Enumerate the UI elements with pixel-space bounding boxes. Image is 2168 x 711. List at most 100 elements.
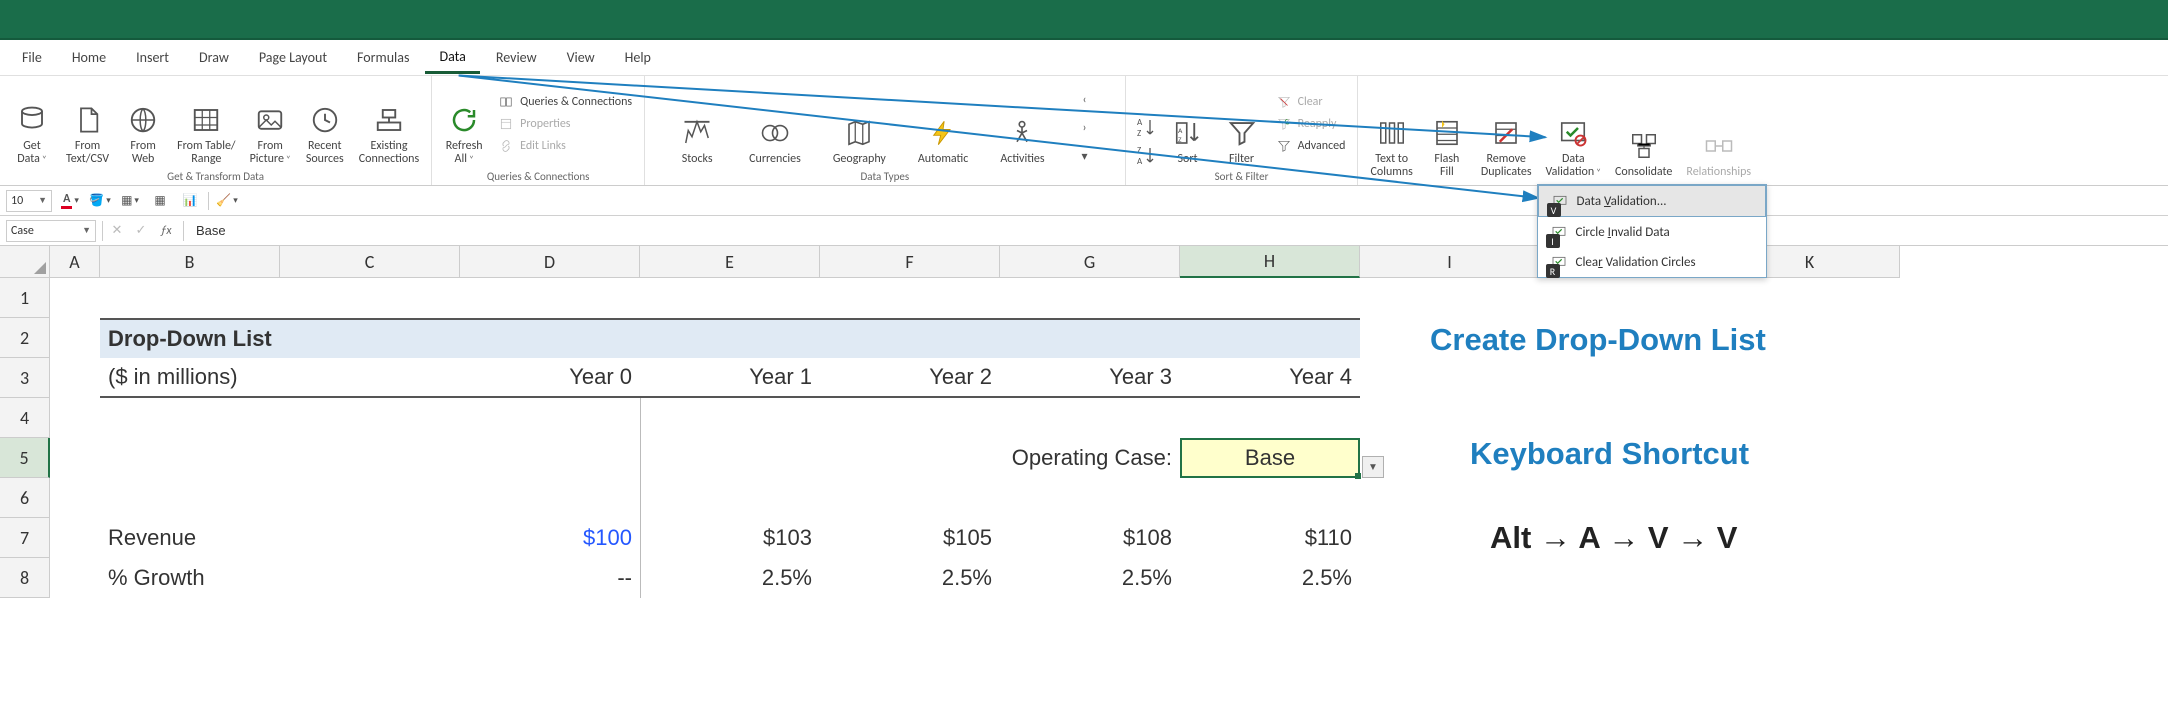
dvmenu-data-validation[interactable]: Data Validation...V bbox=[1538, 185, 1766, 217]
column-header-H[interactable]: H bbox=[1180, 246, 1360, 278]
row-header-5[interactable]: 5 bbox=[0, 438, 50, 478]
revenue-4[interactable]: $110 bbox=[1180, 518, 1360, 558]
tab-file[interactable]: File bbox=[8, 43, 56, 72]
growth-label[interactable]: % Growth bbox=[100, 558, 460, 598]
row-header-3[interactable]: 3 bbox=[0, 358, 50, 398]
chart-button[interactable]: 📊 bbox=[178, 190, 202, 212]
existing-connections-button[interactable]: ExistingConnections bbox=[355, 101, 423, 168]
datatypes-next[interactable]: › bbox=[1073, 116, 1097, 140]
tab-data[interactable]: Data bbox=[425, 42, 479, 74]
spreadsheet-grid[interactable]: ABCDEFGHIJK 12345678 Drop-Down List($ in… bbox=[0, 246, 2168, 711]
operating-case-label[interactable]: Operating Case: bbox=[820, 438, 1180, 478]
from-table-range-icon bbox=[189, 103, 223, 137]
tab-home[interactable]: Home bbox=[58, 43, 120, 72]
revenue-1[interactable]: $103 bbox=[640, 518, 820, 558]
growth-2[interactable]: 2.5% bbox=[820, 558, 1000, 598]
revenue-0[interactable]: $100 bbox=[460, 518, 640, 558]
year-header-4[interactable]: Year 4 bbox=[1180, 358, 1360, 398]
queries-connections-button[interactable]: Queries & Connections bbox=[494, 92, 636, 112]
from-web-button[interactable]: FromWeb bbox=[119, 101, 167, 168]
year-header-3[interactable]: Year 3 bbox=[1000, 358, 1180, 398]
advanced-button[interactable]: Advanced bbox=[1272, 136, 1350, 156]
font-size-combo[interactable]: 10 ▼ bbox=[6, 190, 52, 212]
row-header-6[interactable]: 6 bbox=[0, 478, 50, 518]
remove-duplicates-button[interactable]: RemoveDuplicates bbox=[1477, 114, 1536, 181]
geography-button[interactable]: Geography bbox=[829, 114, 890, 168]
column-header-I[interactable]: I bbox=[1360, 246, 1540, 278]
fx-icon[interactable]: ƒx bbox=[157, 224, 175, 238]
flash-fill-button[interactable]: FlashFill bbox=[1423, 114, 1471, 181]
datatypes-prev[interactable]: ‹ bbox=[1073, 88, 1097, 112]
growth-3[interactable]: 2.5% bbox=[1000, 558, 1180, 598]
growth-1[interactable]: 2.5% bbox=[640, 558, 820, 598]
data-validation-button[interactable]: DataValidation ˅ bbox=[1542, 114, 1606, 181]
enter-icon[interactable]: ✓ bbox=[133, 223, 149, 238]
refresh-all-button[interactable]: RefreshAll ˅ bbox=[440, 101, 488, 168]
growth-0[interactable]: -- bbox=[460, 558, 640, 598]
revenue-2[interactable]: $105 bbox=[820, 518, 1000, 558]
from-textcsv-button[interactable]: FromText/CSV bbox=[62, 101, 113, 168]
advanced-icon bbox=[1276, 138, 1292, 154]
tab-draw[interactable]: Draw bbox=[185, 43, 243, 72]
name-box[interactable]: Case ▼ bbox=[6, 220, 96, 242]
from-table-range-button[interactable]: From Table/Range bbox=[173, 101, 239, 168]
growth-4[interactable]: 2.5% bbox=[1180, 558, 1360, 598]
text-to-columns-button[interactable]: Text toColumns bbox=[1366, 114, 1416, 181]
sort-button[interactable]: AZSort bbox=[1164, 114, 1212, 168]
borders-button[interactable]: ▦▾ bbox=[118, 190, 142, 212]
stocks-button[interactable]: Stocks bbox=[673, 114, 721, 168]
column-header-E[interactable]: E bbox=[640, 246, 820, 278]
column-header-D[interactable]: D bbox=[460, 246, 640, 278]
row-header-4[interactable]: 4 bbox=[0, 398, 50, 438]
get-data-button[interactable]: GetData ˅ bbox=[8, 101, 56, 168]
year-header-0[interactable]: Year 0 bbox=[460, 358, 640, 398]
column-header-A[interactable]: A bbox=[50, 246, 100, 278]
tab-page-layout[interactable]: Page Layout bbox=[245, 43, 341, 72]
tab-review[interactable]: Review bbox=[482, 43, 551, 72]
all-borders-button[interactable]: ▦ bbox=[148, 190, 172, 212]
column-header-F[interactable]: F bbox=[820, 246, 1000, 278]
tab-view[interactable]: View bbox=[553, 43, 609, 72]
automatic-button[interactable]: Automatic bbox=[914, 114, 972, 168]
font-color-button[interactable]: A▾ bbox=[58, 190, 82, 212]
fill-color-button[interactable]: 🪣▾ bbox=[88, 190, 112, 212]
row-header-2[interactable]: 2 bbox=[0, 318, 50, 358]
operating-case-value[interactable]: Base bbox=[1180, 438, 1360, 478]
revenue-3[interactable]: $108 bbox=[1000, 518, 1180, 558]
column-header-C[interactable]: C bbox=[280, 246, 460, 278]
sort-az-button[interactable]: AZ bbox=[1134, 116, 1158, 140]
from-picture-button[interactable]: FromPicture ˅ bbox=[246, 101, 295, 168]
callout-subtitle: Keyboard Shortcut bbox=[1470, 436, 1749, 472]
sheet-subtitle[interactable]: ($ in millions) bbox=[100, 358, 460, 398]
column-header-G[interactable]: G bbox=[1000, 246, 1180, 278]
recent-sources-button[interactable]: RecentSources bbox=[301, 101, 349, 168]
select-all-triangle[interactable] bbox=[0, 246, 50, 278]
column-header-B[interactable]: B bbox=[100, 246, 280, 278]
dvmenu-clear-validation-circles[interactable]: Clear Validation CirclesR bbox=[1538, 247, 1766, 277]
row-header-1[interactable]: 1 bbox=[0, 278, 50, 318]
tab-formulas[interactable]: Formulas bbox=[343, 43, 423, 72]
dvmenu-circle-invalid-data[interactable]: Circle Invalid DataI bbox=[1538, 217, 1766, 247]
svg-text:Z: Z bbox=[1137, 145, 1141, 156]
row-header-8[interactable]: 8 bbox=[0, 558, 50, 598]
year-header-2[interactable]: Year 2 bbox=[820, 358, 1000, 398]
row-header-7[interactable]: 7 bbox=[0, 518, 50, 558]
callout-shortcut: Alt → A → V → V bbox=[1490, 520, 1737, 556]
cancel-icon[interactable]: ✕ bbox=[109, 223, 125, 238]
currencies-button[interactable]: Currencies bbox=[745, 114, 805, 168]
consolidate-button[interactable]: Consolidate bbox=[1611, 127, 1676, 181]
activities-button[interactable]: Activities bbox=[996, 114, 1048, 168]
dropdown-handle[interactable]: ▼ bbox=[1362, 456, 1384, 478]
sort-za-button[interactable]: ZA bbox=[1134, 144, 1158, 168]
tab-insert[interactable]: Insert bbox=[122, 43, 183, 72]
consolidate-icon bbox=[1627, 129, 1661, 163]
sheet-title[interactable]: Drop-Down List bbox=[100, 318, 1360, 358]
filter-button[interactable]: Filter bbox=[1218, 114, 1266, 168]
datatypes-expand[interactable]: ▾ bbox=[1073, 144, 1097, 168]
revenue-label[interactable]: Revenue bbox=[100, 518, 460, 558]
cells-area[interactable]: Drop-Down List($ in millions)Year 0Year … bbox=[50, 278, 2168, 711]
clear-formats-button[interactable]: 🧹▾ bbox=[215, 190, 239, 212]
tab-help[interactable]: Help bbox=[611, 43, 665, 72]
year-header-1[interactable]: Year 1 bbox=[640, 358, 820, 398]
formula-input[interactable] bbox=[192, 221, 2162, 240]
